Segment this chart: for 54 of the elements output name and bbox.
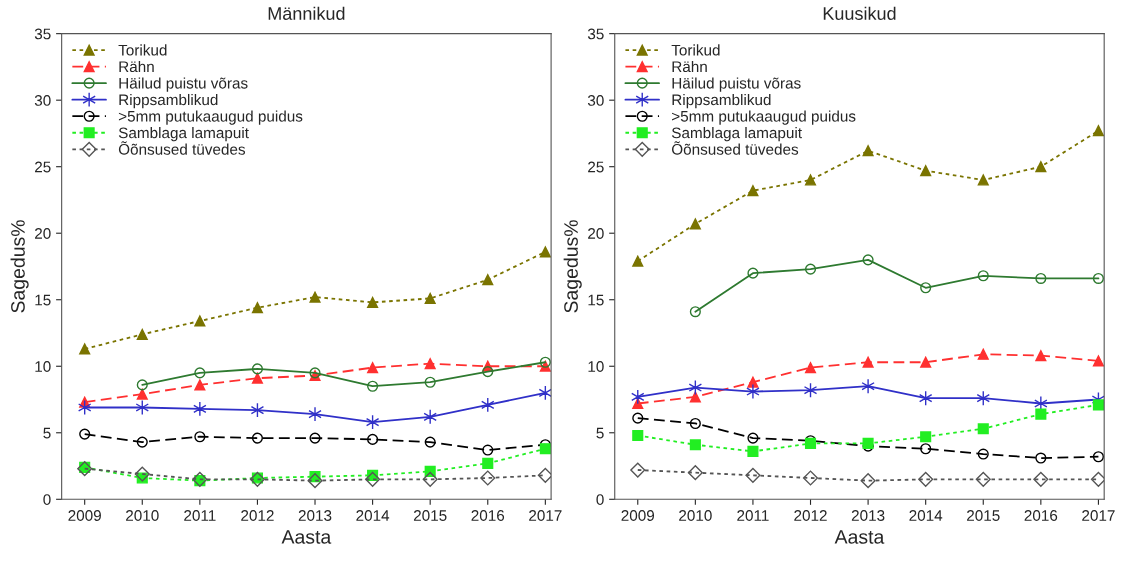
x-tick-label: 2014 xyxy=(909,510,943,521)
legend-label: Häilud puistu võras xyxy=(119,77,248,92)
x-tick-label: 2011 xyxy=(737,510,769,521)
x-tick-label: 2016 xyxy=(471,510,505,521)
x-tick-label: 2009 xyxy=(621,510,655,521)
y-tick-label: 20 xyxy=(35,228,51,239)
x-tick-label: 2011 xyxy=(184,510,216,521)
y-axis-title: Sagedus% xyxy=(563,220,582,313)
x-tick-label: 2012 xyxy=(794,510,827,521)
x-tick-label: 2010 xyxy=(126,510,159,521)
y-tick-label: 5 xyxy=(596,427,604,439)
legend-label: Õõnsused tüvedes xyxy=(671,141,799,155)
x-tick-label: 2015 xyxy=(413,510,447,521)
x-tick-label: 2009 xyxy=(68,510,101,521)
legend-label: Rippsamblikud xyxy=(119,93,218,109)
legend-label: >5mm putukaaugud puidus xyxy=(672,110,856,125)
x-axis-title: Aasta xyxy=(834,530,885,544)
legend-label: Häilud puistu võras xyxy=(672,77,801,92)
x-tick-label: 2010 xyxy=(679,510,712,521)
x-tick-label: 2016 xyxy=(1024,510,1058,521)
y-tick-label: 15 xyxy=(588,294,604,306)
y-tick-label: 30 xyxy=(34,95,51,106)
x-tick-label: 2012 xyxy=(241,510,274,521)
y-tick-label: 20 xyxy=(588,228,604,239)
legend-label: Torikud xyxy=(118,44,167,56)
legend-label: Rähn xyxy=(672,60,707,73)
y-tick-label: 35 xyxy=(34,28,51,40)
x-tick-label: 2017 xyxy=(1082,510,1115,521)
legend-label: Samblaga lamapuit xyxy=(671,127,802,142)
legend-label: Õõnsused tüvedes xyxy=(118,141,246,155)
y-tick-label: 30 xyxy=(587,95,604,106)
y-tick-label: 0 xyxy=(43,494,51,505)
y-tick-label: 25 xyxy=(588,161,604,173)
chart-title: Kuusikud xyxy=(823,6,896,20)
y-tick-label: 15 xyxy=(35,294,51,306)
y-axis-title: Sagedus% xyxy=(10,220,29,313)
legend-label: Rähn xyxy=(119,60,154,73)
y-tick-label: 10 xyxy=(588,361,604,372)
x-tick-label: 2014 xyxy=(356,510,390,521)
chart-title: Männikud xyxy=(268,6,345,20)
x-tick-label: 2013 xyxy=(851,510,885,521)
x-tick-label: 2015 xyxy=(967,510,1000,521)
y-tick-label: 5 xyxy=(43,427,51,439)
y-tick-label: 25 xyxy=(35,161,51,173)
x-tick-label: 2017 xyxy=(529,510,562,521)
legend-label: >5mm putukaaugud puidus xyxy=(118,110,303,125)
x-axis-title: Aasta xyxy=(281,530,332,544)
y-tick-label: 35 xyxy=(587,28,604,40)
legend-label: Rippsamblikud xyxy=(672,93,771,109)
y-tick-label: 0 xyxy=(596,494,604,505)
x-tick-label: 2013 xyxy=(298,510,332,521)
legend-label: Torikud xyxy=(671,44,720,56)
y-tick-label: 10 xyxy=(35,361,51,372)
legend-label: Samblaga lamapuit xyxy=(118,127,249,142)
